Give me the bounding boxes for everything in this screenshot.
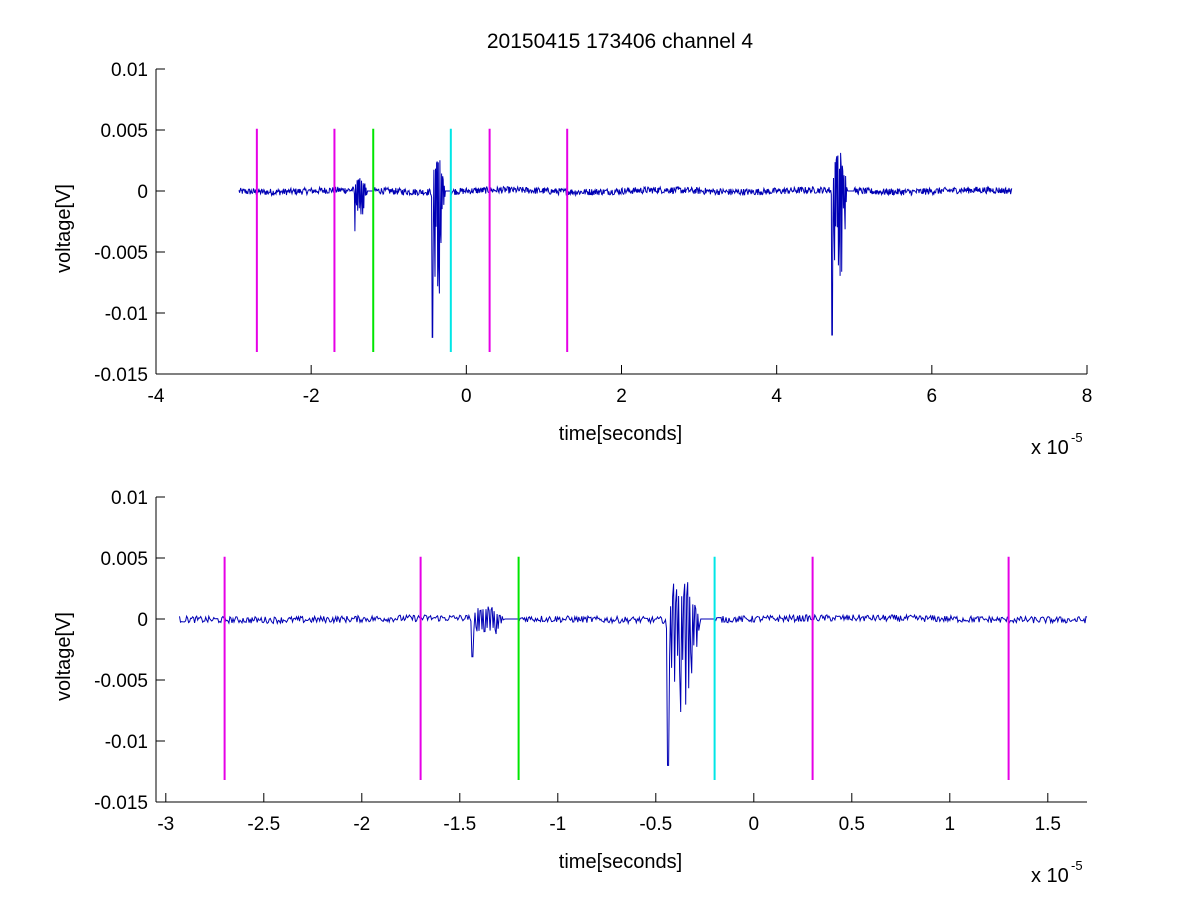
y-tick-label: -0.015 [94,793,148,814]
y-tick-label: 0.005 [100,549,148,570]
x-tick-label: -1.5 [443,814,476,835]
y-axis-label: voltage[V] [53,612,75,701]
y-tick-label: 0 [137,182,148,203]
y-tick-label: -0.01 [105,732,148,753]
x-tick-label: -2 [303,386,320,407]
x-tick-label: -1 [549,814,566,835]
x-exponent-value: -5 [1071,430,1083,445]
x-tick-label: 6 [927,386,938,407]
x-tick-label: 0 [749,814,760,835]
x-tick-label: -2 [353,814,370,835]
x-tick-label: 1.5 [1035,814,1061,835]
x-axis-label: time[seconds] [559,851,682,873]
y-tick-label: -0.015 [94,365,148,386]
y-tick-label: -0.01 [105,304,148,325]
x-exponent-label: x 10 [1031,865,1069,887]
x-tick-label: -0.5 [639,814,672,835]
plot-bottom: -3 -2.5 -2 -1.5 -1 -0.5 0 0.5 1 1.5 -0.015 -0.01 -0.… [53,488,1088,887]
y-tick-label: 0.01 [111,60,148,81]
y-tick-label: -0.005 [94,243,148,264]
x-tick-label: 2 [616,386,627,407]
x-tick-label: -4 [148,386,165,407]
x-tick-label: -2.5 [247,814,280,835]
x-tick-label: 0 [461,386,472,407]
x-tick-label: -3 [157,814,174,835]
y-tick-label: 0.01 [111,488,148,509]
y-tick-label: 0 [137,610,148,631]
y-tick-label: 0.005 [100,121,148,142]
x-exponent-value: -5 [1071,858,1083,873]
y-axis-label: voltage[V] [53,184,75,273]
x-tick-label: 8 [1082,386,1093,407]
plot-top: -4 -2 0 2 4 6 8 -0.015 -0.01 -0.005 0 0.005 0.01 time… [53,60,1092,459]
x-tick-label: 4 [771,386,782,407]
x-tick-label: 0.5 [839,814,865,835]
figure-title: 20150415 173406 channel 4 [487,30,754,53]
signal-trace [238,152,1013,338]
x-exponent-label: x 10 [1031,437,1069,459]
x-tick-label: 1 [945,814,956,835]
signal-trace [179,582,1088,766]
x-axis-label: time[seconds] [559,423,682,445]
y-tick-label: -0.005 [94,671,148,692]
